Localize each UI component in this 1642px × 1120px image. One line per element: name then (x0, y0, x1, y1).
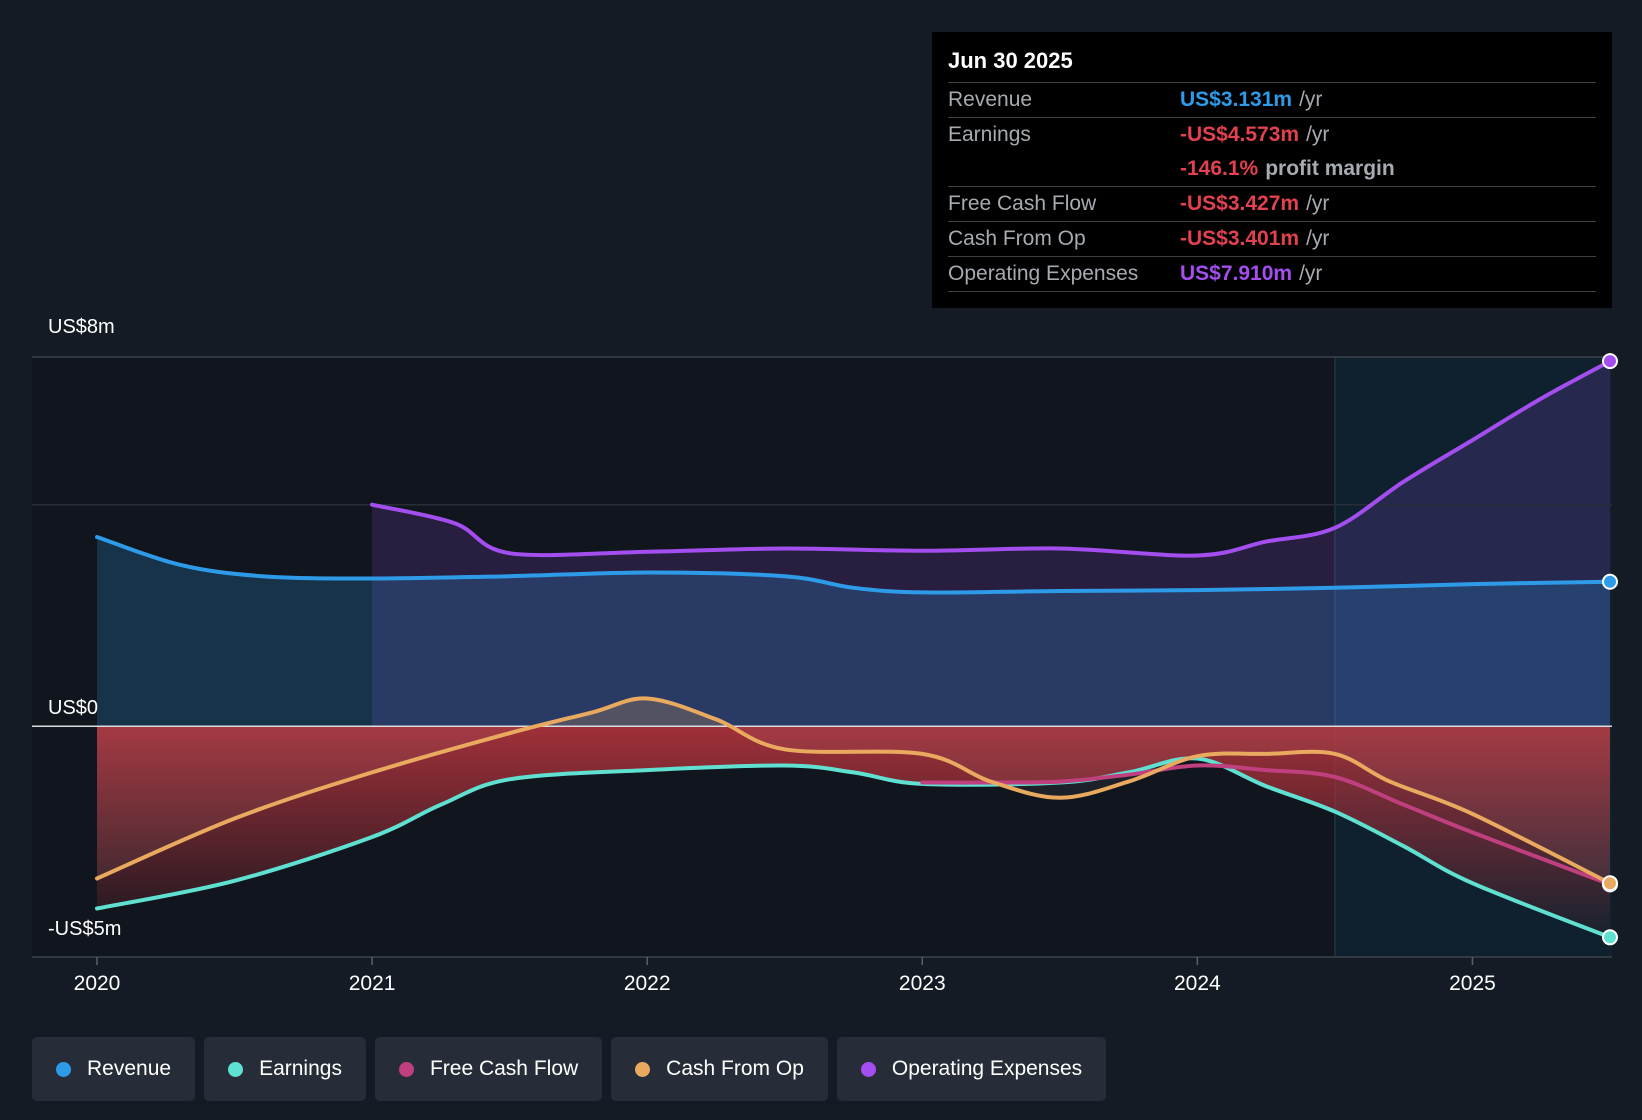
tooltip-fcf-unit: /yr (1306, 192, 1330, 215)
tooltip-row-revenue: Revenue US$3.131m /yr (948, 82, 1596, 117)
legend-dot-icon (398, 1061, 414, 1077)
tooltip-opex-value: US$7.910m (1180, 262, 1293, 285)
y-label-top: US$8m (48, 316, 115, 338)
tooltip-cfo-label: Cash From Op (948, 227, 1086, 250)
tooltip-earnings-unit: /yr (1306, 123, 1330, 146)
tooltip-row-cfo: Cash From Op -US$3.401m /yr (948, 221, 1596, 256)
tooltip-row-fcf: Free Cash Flow -US$3.427m /yr (948, 186, 1596, 221)
tooltip-opex-unit: /yr (1299, 262, 1323, 285)
tooltip-revenue-label: Revenue (948, 88, 1033, 111)
area-operating-expenses (372, 361, 1610, 726)
tooltip-margin-value: -146.1% (1180, 157, 1259, 180)
area-cash-from-op-positive (536, 698, 731, 726)
x-tick-label-2023: 2023 (899, 972, 946, 995)
legend-dot-icon (228, 1061, 244, 1077)
x-tick-label-2024: 2024 (1174, 972, 1221, 995)
tooltip-row-earnings: Earnings -US$4.573m /yr (948, 117, 1596, 152)
tooltip-fcf-value: -US$3.427m (1180, 192, 1300, 215)
negative-area (97, 726, 1610, 938)
endpoint-revenue (1602, 573, 1618, 590)
legend-item-cash-from-op[interactable]: Cash From Op (611, 1037, 828, 1101)
x-tick-label-2020: 2020 (74, 972, 121, 995)
tooltip-panel: Jun 30 2025 Revenue US$3.131m /yr Earnin… (932, 32, 1612, 308)
tooltip-cfo-value: -US$3.401m (1180, 227, 1300, 250)
tooltip-earnings-value: -US$4.573m (1180, 123, 1300, 146)
y-label-zero: US$0 (48, 697, 98, 719)
line-free-cash-flow (920, 763, 1612, 887)
x-tick-label-2022: 2022 (624, 972, 671, 995)
legend-label: Free Cash Flow (429, 1057, 579, 1080)
endpoint-cash-from-op (1602, 875, 1618, 892)
area-revenue (97, 537, 1610, 726)
chart: US$8m US$0 -US$5m 2020 2021 2022 2023 2024 2025 (32, 316, 1618, 995)
legend: Revenue Earnings Free Cash Flow Cash Fro… (32, 1037, 1107, 1101)
tooltip-revenue-value: US$3.131m (1180, 88, 1293, 111)
tooltip-date: Jun 30 2025 (948, 48, 1073, 73)
tooltip-fcf-label: Free Cash Flow (948, 192, 1097, 215)
legend-dot-icon (635, 1061, 651, 1077)
x-tick-label-2025: 2025 (1449, 972, 1496, 995)
tooltip-revenue-unit: /yr (1299, 88, 1323, 111)
legend-item-revenue[interactable]: Revenue (32, 1037, 196, 1101)
legend-label: Operating Expenses (891, 1057, 1083, 1080)
x-tick-label-2021: 2021 (349, 972, 396, 995)
tooltip-earnings-label: Earnings (948, 123, 1031, 146)
line-earnings (95, 756, 1612, 940)
legend-label: Earnings (259, 1057, 342, 1080)
tooltip-row-opex: Operating Expenses US$7.910m /yr (948, 256, 1596, 292)
legend-item-operating-expenses[interactable]: Operating Expenses (836, 1037, 1107, 1101)
legend-item-free-cash-flow[interactable]: Free Cash Flow (374, 1037, 603, 1101)
endpoint-operating-expenses (1602, 353, 1618, 370)
area-cash-from-op-negative (97, 726, 1610, 884)
line-operating-expenses (370, 359, 1612, 558)
tooltip-cfo-unit: /yr (1306, 227, 1330, 250)
legend-dot-icon (860, 1061, 876, 1077)
legend-dot-icon (56, 1061, 71, 1077)
legend-label: Revenue (87, 1057, 172, 1080)
legend-label: Cash From Op (666, 1057, 804, 1080)
endpoint-earnings (1602, 929, 1618, 946)
y-label-bottom: -US$5m (48, 918, 121, 940)
line-cash-from-op (95, 696, 1612, 886)
tooltip-margin-text: profit margin (1265, 157, 1395, 180)
legend-item-earnings[interactable]: Earnings (204, 1037, 366, 1101)
line-revenue (95, 535, 1612, 595)
tooltip-row-margin: -146.1% profit margin (948, 152, 1596, 186)
tooltip-opex-label: Operating Expenses (948, 262, 1139, 285)
